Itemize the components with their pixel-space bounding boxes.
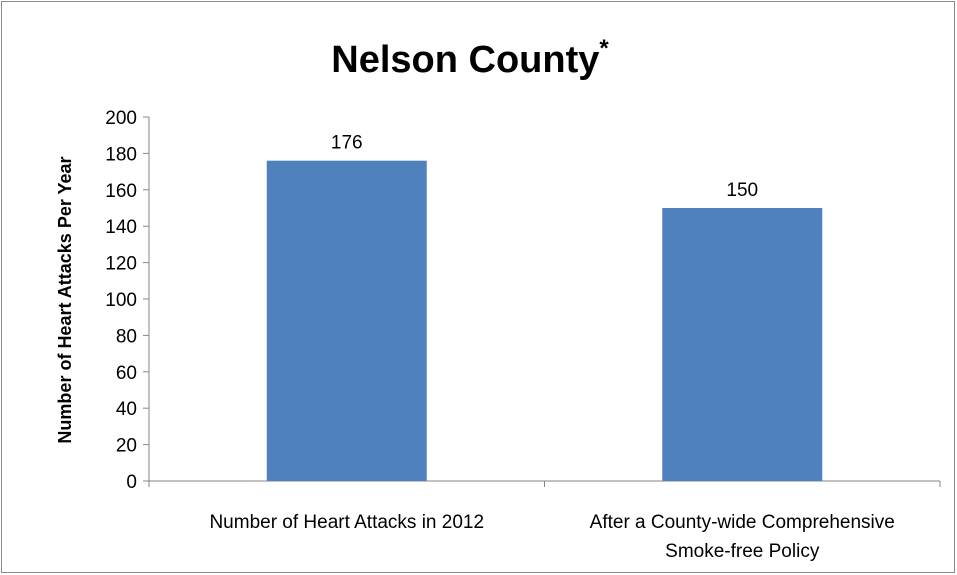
y-tick-label: 200 [105,108,137,129]
y-tick-label: 60 [116,363,137,384]
x-category-label: After a County-wide Comprehensive [590,512,895,533]
y-tick-label: 100 [105,290,137,311]
chart-title: Nelson County* [331,35,609,81]
y-tick-label: 40 [116,399,137,420]
chart-title-text: Nelson County [331,39,599,81]
data-label: 150 [726,180,758,201]
data-label: 176 [331,133,363,154]
y-tick-label: 160 [105,181,137,202]
x-category-label: Number of Heart Attacks in 2012 [209,512,484,533]
labels: 176 Number of Heart Attacks in 2012 150 Aft… [209,133,894,562]
y-tick-label: 80 [116,326,137,347]
bar [662,208,823,481]
y-tick-label: 0 [126,472,137,493]
chart-title-asterisk: * [599,35,609,62]
y-tick-label: 120 [105,254,137,275]
bar [266,160,427,481]
y-tick-label: 180 [105,144,137,165]
y-tick-label: 20 [116,436,137,457]
y-tick-label: 140 [105,217,137,238]
x-category-label: Smoke-free Policy [665,541,820,562]
y-axis-title: Number of Heart Attacks Per Year [55,156,75,443]
bars [266,160,823,481]
